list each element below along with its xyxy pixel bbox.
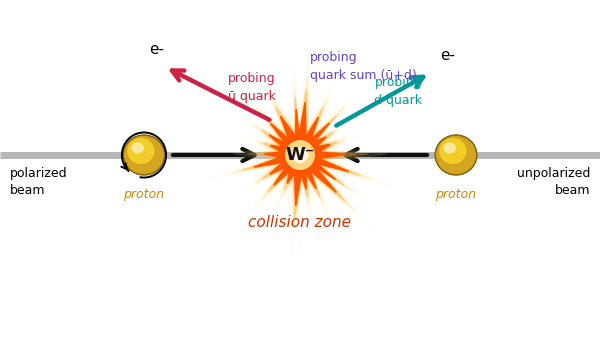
Text: polarized
beam: polarized beam — [10, 167, 68, 197]
Text: e-: e- — [149, 42, 164, 57]
Text: unpolarized
beam: unpolarized beam — [517, 167, 590, 197]
Ellipse shape — [131, 142, 144, 154]
Circle shape — [292, 147, 308, 163]
Text: collision zone: collision zone — [248, 215, 352, 230]
Ellipse shape — [123, 135, 165, 175]
Polygon shape — [254, 102, 349, 206]
Text: proton: proton — [124, 188, 164, 201]
Circle shape — [286, 141, 314, 169]
Polygon shape — [268, 118, 334, 190]
Ellipse shape — [435, 135, 477, 175]
Ellipse shape — [443, 142, 456, 154]
Polygon shape — [254, 102, 349, 206]
Text: proton: proton — [436, 188, 476, 201]
Ellipse shape — [436, 136, 476, 174]
Polygon shape — [231, 76, 373, 231]
Polygon shape — [242, 89, 361, 218]
Text: W⁻: W⁻ — [285, 146, 315, 164]
Ellipse shape — [439, 138, 467, 164]
Text: e-: e- — [440, 48, 455, 63]
Text: probing
d quark: probing d quark — [374, 76, 422, 107]
Ellipse shape — [124, 136, 164, 174]
Text: probing
quark sum (ū+d): probing quark sum (ū+d) — [310, 51, 417, 82]
Ellipse shape — [127, 138, 155, 164]
Polygon shape — [212, 55, 392, 251]
Text: probing
ū quark: probing ū quark — [229, 72, 276, 104]
